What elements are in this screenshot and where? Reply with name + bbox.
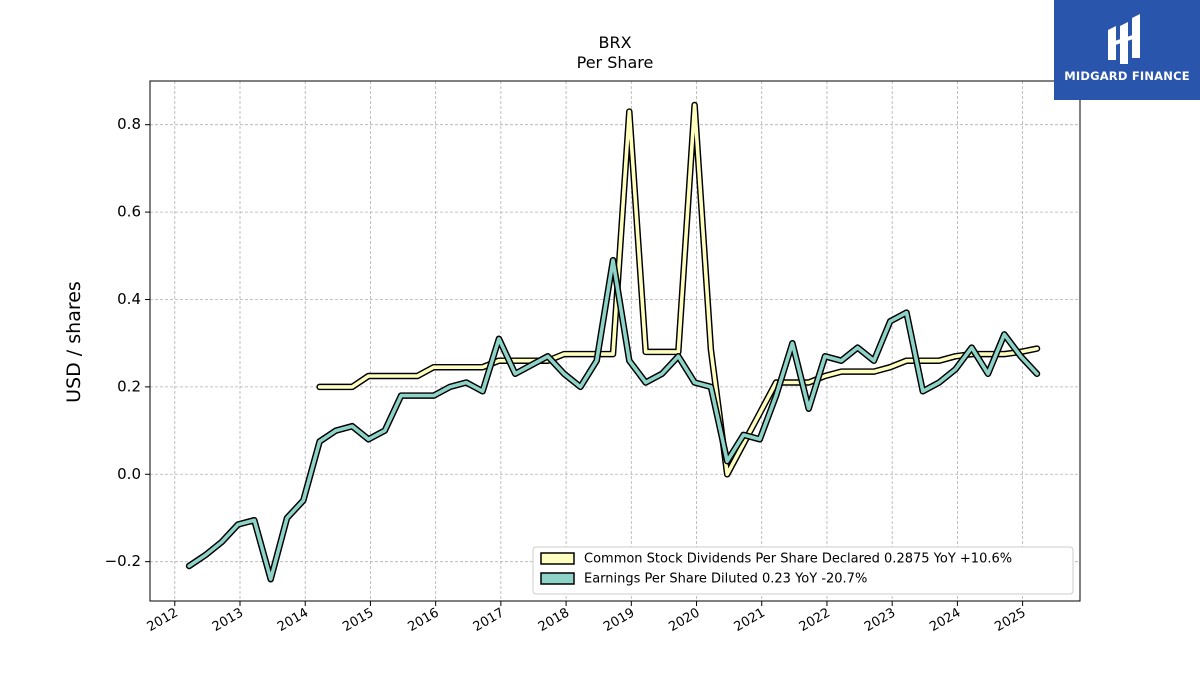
chart-title: BRX: [598, 33, 631, 52]
x-tick-label: 2015: [340, 605, 376, 635]
x-tick-label: 2014: [275, 605, 311, 635]
series-outline-dividends: [316, 101, 1041, 478]
y-axis-label: USD / shares: [63, 281, 85, 403]
x-tick-label: 2025: [992, 605, 1028, 635]
logo-text: MIDGARD FINANCE: [1064, 69, 1190, 83]
grid-lines: [150, 81, 1080, 601]
legend-swatch-eps: [540, 572, 575, 585]
logo-mark-icon: [1108, 14, 1140, 64]
x-tick-label: 2022: [797, 605, 833, 635]
series-layer: [185, 101, 1041, 583]
x-tick-label: 2023: [862, 605, 898, 635]
legend: Common Stock Dividends Per Share Declare…: [532, 546, 1074, 595]
y-tick-label: 0.8: [117, 115, 141, 133]
x-tick-label: 2024: [927, 605, 963, 635]
y-tick-label: 0.2: [117, 377, 141, 395]
x-tick-label: 2018: [536, 605, 572, 635]
x-tick-label: 2019: [601, 605, 637, 635]
x-tick-label: 2021: [732, 605, 768, 635]
y-tick-label: −0.2: [105, 552, 141, 570]
x-tick-label: 2020: [666, 605, 702, 635]
legend-box: [532, 546, 1074, 595]
legend-label-eps: Earnings Per Share Diluted 0.23 YoY -20.…: [584, 572, 867, 587]
y-ticks: −0.2 0.0 0.2 0.4 0.6 0.8: [105, 115, 150, 570]
y-tick-label: 0.0: [117, 465, 141, 483]
x-tick-label: 2016: [405, 605, 441, 635]
x-ticks: 2012 2013 2014 2015 2016 2017 2018 2019 2020 2021…: [145, 601, 1029, 635]
series-line-dividends: [317, 103, 1039, 477]
plot-frame: [149, 80, 1081, 602]
y-tick-label: 0.6: [117, 203, 141, 221]
legend-label-dividends: Common Stock Dividends Per Share Declare…: [584, 552, 1012, 567]
x-tick-label: 2012: [145, 605, 181, 635]
x-tick-label: 2013: [210, 605, 246, 635]
brand-logo: MIDGARD FINANCE: [1054, 0, 1200, 100]
chart-subtitle: Per Share: [577, 53, 654, 72]
y-tick-label: 0.4: [117, 290, 141, 308]
legend-swatch-dividends: [540, 552, 575, 565]
series-line-eps: [187, 258, 1039, 581]
x-tick-label: 2017: [471, 605, 507, 635]
